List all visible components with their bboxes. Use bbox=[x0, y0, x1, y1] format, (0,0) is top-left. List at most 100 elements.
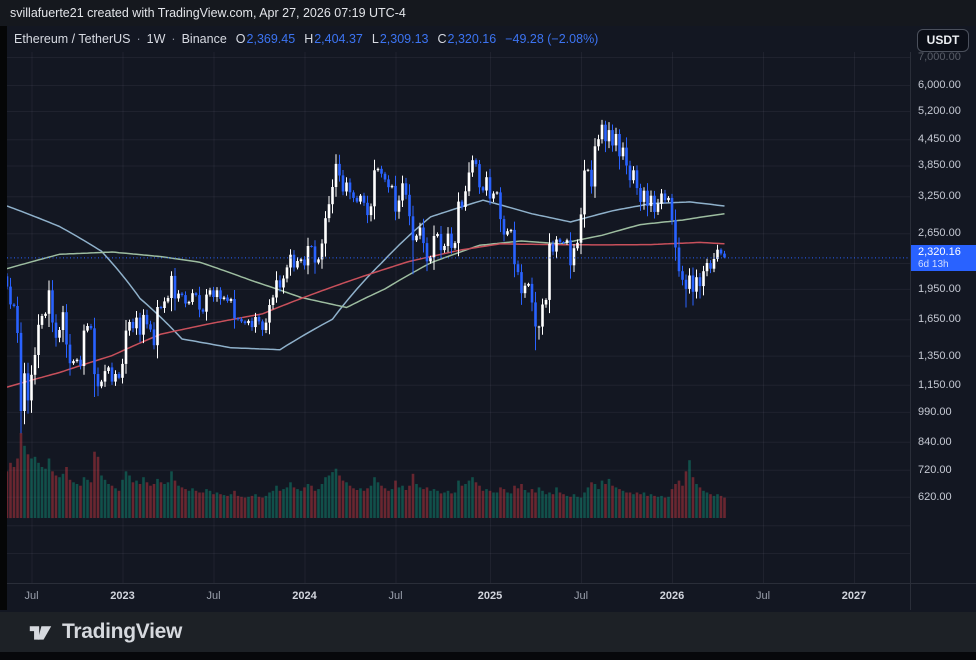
price-axis-label: 840.00 bbox=[918, 435, 952, 448]
candle bbox=[408, 184, 411, 226]
candle bbox=[698, 273, 702, 299]
tradingview-logo-icon[interactable] bbox=[28, 620, 53, 645]
candle bbox=[628, 160, 632, 188]
candle bbox=[229, 297, 233, 303]
time-axis-label: Jul bbox=[755, 590, 771, 602]
candle bbox=[30, 365, 33, 413]
candle bbox=[107, 365, 110, 374]
exchange-label: Binance bbox=[181, 32, 227, 46]
legend-separator: · bbox=[171, 32, 176, 46]
candle bbox=[660, 189, 663, 210]
attribution-bar: svillafuerte21 created with TradingView.… bbox=[0, 0, 976, 26]
interval-label[interactable]: 1W bbox=[146, 32, 166, 46]
candle bbox=[205, 289, 208, 321]
tradingview-brand[interactable]: TradingView bbox=[62, 620, 183, 643]
candle bbox=[173, 268, 177, 311]
candle bbox=[541, 298, 544, 335]
price-axis-label: 1,650.00 bbox=[918, 313, 961, 326]
candle bbox=[719, 248, 723, 256]
candle bbox=[551, 240, 555, 256]
candle bbox=[656, 198, 660, 215]
candle bbox=[639, 183, 642, 211]
candle bbox=[72, 359, 75, 365]
candle bbox=[184, 291, 187, 308]
candle bbox=[68, 334, 72, 376]
candle bbox=[642, 187, 646, 210]
candle bbox=[341, 170, 345, 196]
candle bbox=[208, 287, 212, 297]
candle bbox=[397, 195, 401, 219]
candle bbox=[240, 317, 243, 323]
candle bbox=[334, 154, 338, 197]
candle bbox=[282, 275, 285, 294]
time-axis[interactable]: Jul 2023 Jul 2024 Jul 2025 Jul 2026 Jul 2027 bbox=[0, 583, 976, 611]
bottom-edge-mask bbox=[0, 652, 976, 660]
chart-pane[interactable] bbox=[0, 0, 976, 583]
candle bbox=[156, 300, 159, 359]
candle bbox=[401, 175, 404, 207]
candle bbox=[285, 264, 289, 283]
candle bbox=[89, 323, 93, 330]
price-axis[interactable]: 7,000.00 6,000.00 5,200.00 4,450.00 3,850.00… bbox=[910, 52, 976, 583]
open-value: O2,369.45 bbox=[235, 32, 296, 46]
candle bbox=[649, 190, 653, 212]
candle bbox=[58, 327, 61, 343]
candle bbox=[268, 299, 271, 335]
candle bbox=[667, 196, 670, 203]
last-price-value: 2,320.16 bbox=[918, 246, 961, 258]
candle bbox=[621, 142, 625, 160]
candle bbox=[415, 234, 418, 242]
candle bbox=[320, 239, 324, 269]
candle bbox=[152, 322, 156, 350]
chart-legend: Ethereum / TetherUS · 1W · Binance O2,36… bbox=[14, 26, 598, 52]
time-axis-label: Jul bbox=[388, 590, 403, 602]
candle bbox=[387, 175, 390, 193]
candle bbox=[586, 168, 590, 172]
change-label: −49.28 (−2.08%) bbox=[505, 32, 599, 46]
candle bbox=[513, 221, 516, 278]
candle bbox=[142, 309, 145, 344]
bar-countdown: 6d 13h bbox=[918, 259, 949, 270]
candle bbox=[723, 250, 726, 259]
candle bbox=[201, 308, 205, 314]
candle bbox=[86, 323, 89, 333]
candle bbox=[219, 287, 222, 305]
candle bbox=[138, 312, 142, 343]
candle bbox=[26, 362, 30, 414]
symbol-title[interactable]: Ethereum / TetherUS bbox=[14, 32, 131, 46]
volume-series bbox=[7, 433, 726, 519]
candle bbox=[464, 185, 467, 211]
candle bbox=[670, 193, 674, 225]
candle bbox=[534, 291, 537, 351]
price-axis-label: 4,450.00 bbox=[918, 133, 961, 146]
price-axis-label: 2,650.00 bbox=[918, 227, 961, 240]
candle bbox=[327, 196, 331, 223]
candle bbox=[369, 203, 373, 222]
price-axis-label: 720.00 bbox=[918, 463, 952, 476]
candle bbox=[446, 227, 450, 253]
candle bbox=[254, 312, 257, 333]
candle bbox=[474, 158, 478, 167]
candle bbox=[114, 370, 117, 386]
currency-button[interactable]: USDT bbox=[917, 29, 969, 52]
price-axis-label: 990.00 bbox=[918, 405, 952, 418]
candle bbox=[506, 228, 509, 237]
attribution-text: svillafuerte21 created with TradingView.… bbox=[10, 6, 406, 20]
candle bbox=[257, 314, 261, 325]
candle bbox=[716, 244, 719, 262]
candle bbox=[33, 347, 37, 385]
candle bbox=[93, 317, 96, 397]
candle bbox=[460, 199, 464, 210]
candle bbox=[418, 222, 422, 240]
candle bbox=[481, 186, 485, 193]
candle bbox=[425, 237, 429, 272]
candle bbox=[100, 379, 103, 389]
candle bbox=[177, 290, 180, 302]
candle bbox=[579, 207, 583, 255]
candle bbox=[695, 269, 698, 299]
candle bbox=[23, 362, 26, 425]
price-axis-label: 5,200.00 bbox=[918, 104, 961, 117]
candle bbox=[145, 309, 149, 329]
candle bbox=[44, 312, 47, 319]
